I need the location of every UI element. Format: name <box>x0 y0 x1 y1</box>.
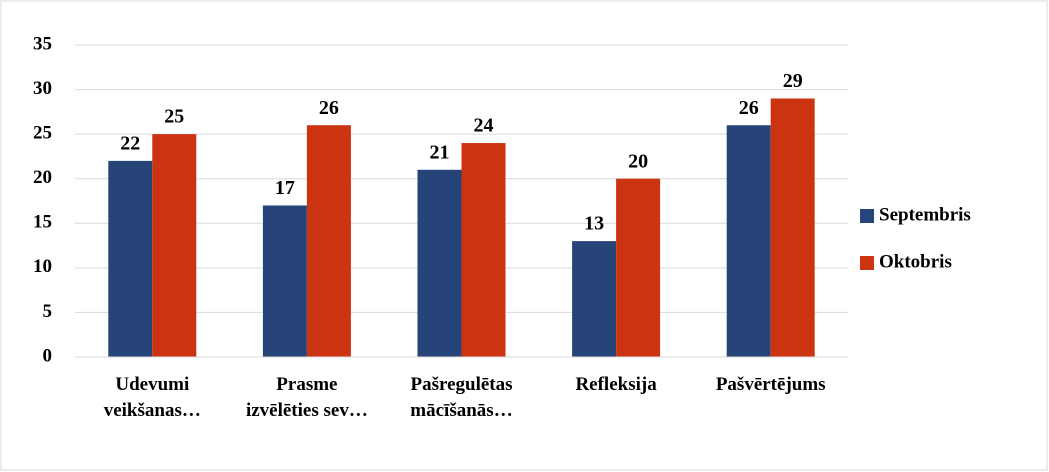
legend-label: Oktobris <box>879 251 952 272</box>
data-label: 22 <box>120 132 140 154</box>
data-label: 24 <box>474 115 494 137</box>
y-tick-label: 10 <box>33 256 52 277</box>
legend-swatch <box>860 209 874 223</box>
x-tick-label-box: Udevumi veikšanas… <box>88 372 216 424</box>
bar <box>108 160 153 357</box>
legend-swatch <box>860 256 874 270</box>
y-tick-label: 0 <box>43 345 53 366</box>
bar <box>770 98 815 357</box>
data-label: 17 <box>275 177 295 199</box>
data-label: 20 <box>628 150 648 172</box>
x-tick-label: Udevumi veikšanas… <box>103 374 201 421</box>
data-label: 26 <box>319 97 339 119</box>
bar <box>306 125 351 357</box>
bar <box>616 178 661 357</box>
data-label: 26 <box>739 97 759 119</box>
y-tick-label: 20 <box>33 167 52 188</box>
bar <box>417 169 462 357</box>
y-tick-label: 15 <box>33 212 52 233</box>
bar <box>461 143 506 357</box>
data-label: 13 <box>584 213 604 235</box>
x-tick-label: Prasme izvēlēties sev… <box>245 374 368 421</box>
bar <box>262 205 307 357</box>
y-tick-label: 35 <box>33 33 52 54</box>
bar <box>152 134 197 357</box>
x-tick-label-box: Prasme izvēlēties sev… <box>243 372 371 424</box>
x-tick-label-box: Refleksija <box>552 372 680 398</box>
x-tick-label: Pašregulētas mācīšanās… <box>410 374 513 421</box>
bar <box>572 241 617 357</box>
y-tick-label: 30 <box>33 78 52 99</box>
data-label: 25 <box>164 106 184 128</box>
x-tick-label-box: Pašvērtējums <box>707 372 835 398</box>
legend-label: Septembris <box>879 204 971 225</box>
x-tick-label-box: Pašregulētas mācīšanās… <box>398 372 526 424</box>
x-tick-label: Refleksija <box>575 374 657 395</box>
data-label: 21 <box>430 141 450 163</box>
y-tick-label: 5 <box>43 301 53 322</box>
y-tick-label: 25 <box>33 123 52 144</box>
data-label: 29 <box>783 70 803 92</box>
x-tick-label: Pašvērtējums <box>715 374 826 395</box>
bar <box>726 125 771 357</box>
